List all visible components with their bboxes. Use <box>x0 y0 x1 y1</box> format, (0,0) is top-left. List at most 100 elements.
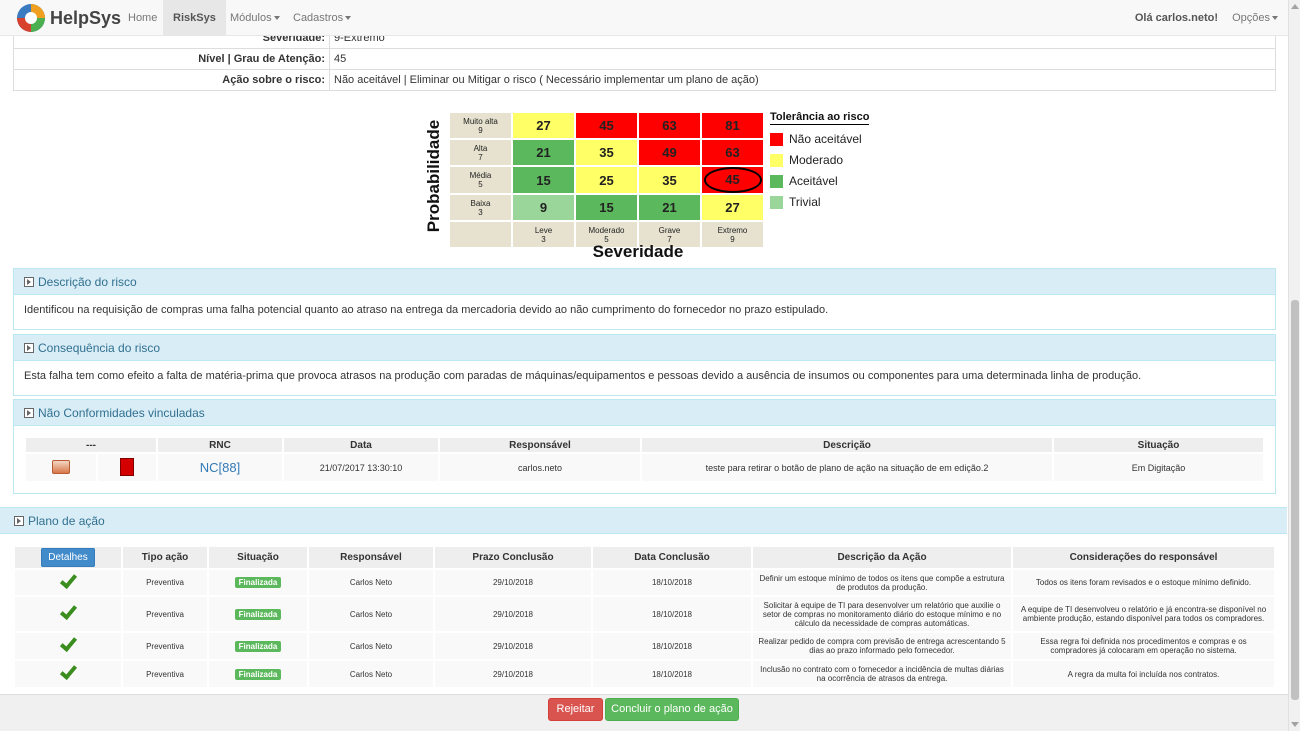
status-badge: Finalizada <box>234 608 282 620</box>
legend-item: Não aceitável <box>770 132 869 146</box>
legend-label: Trivial <box>789 195 821 209</box>
plano-descricao: Inclusão no contrato com o fornecedor a … <box>753 661 1011 687</box>
risk-info-table: Severidade: 9-Extremo Nível | Grau de Ate… <box>13 27 1276 91</box>
matrix-cell: 9 <box>513 195 574 220</box>
info-label: Nível | Grau de Atenção: <box>13 48 330 70</box>
nc-open-cell <box>26 454 96 481</box>
nav-cadastros-label: Cadastros <box>293 12 344 24</box>
nc-col-header: Data <box>284 438 438 452</box>
panel-descricao: Descrição do risco Identificou na requis… <box>13 268 1276 330</box>
detalhes-button[interactable]: Detalhes <box>41 548 95 567</box>
col-label-text: Moderado <box>588 225 625 235</box>
nav-risksys[interactable]: RiskSys <box>163 0 226 36</box>
plano-consideracoes: A equipe de TI desenvolveu o relatório e… <box>1013 597 1274 631</box>
col-label-num: 3 <box>541 234 546 244</box>
matrix-y-axis-label: Probabilidade <box>420 113 448 239</box>
nav-opcoes[interactable]: Opções <box>1222 0 1288 36</box>
selected-risk-marker: 45 <box>703 167 762 193</box>
plano-consideracoes: A regra da multa foi incluída nos contra… <box>1013 661 1274 687</box>
nc-col-header: Responsável <box>440 438 640 452</box>
matrix-x-axis-label: Severidade <box>592 242 684 261</box>
matrix-col-label: Leve 3 <box>513 222 574 247</box>
legend-label: Moderado <box>789 153 844 167</box>
scroll-up-arrow-icon[interactable] <box>1291 4 1299 9</box>
pdf-icon[interactable] <box>120 457 134 476</box>
matrix-cell: 63 <box>639 113 700 138</box>
panel-nc-header[interactable]: Não Conformidades vinculadas <box>14 400 1275 426</box>
nav-opcoes-label: Opções <box>1232 12 1270 24</box>
reject-button[interactable]: Rejeitar <box>548 698 603 721</box>
matrix-row-label: Baixa 3 <box>450 195 511 220</box>
status-badge: Finalizada <box>234 577 282 588</box>
plano-col-header: Tipo ação <box>123 547 207 568</box>
matrix-cell: 49 <box>639 140 700 165</box>
col-label-num: 5 <box>604 234 609 244</box>
plano-col-header: Responsável <box>309 547 433 568</box>
detalhes-header: Detalhes <box>15 547 121 568</box>
matrix-row: Alta 7 21 35 49 63 <box>450 140 763 165</box>
matrix-col-label: Moderado 5 <box>576 222 637 247</box>
nav-cadastros[interactable]: Cadastros <box>283 0 361 36</box>
nc-situacao-cell: Em Digitação <box>1054 454 1263 481</box>
row-label-text: Baixa <box>470 198 491 208</box>
status-check-cell <box>15 661 121 687</box>
plano-situacao-cell: Finalizada <box>209 633 307 659</box>
scroll-down-arrow-icon[interactable] <box>1291 722 1299 727</box>
matrix-cell: 15 <box>576 195 637 220</box>
nav-home[interactable]: Home <box>128 12 158 24</box>
col-label-text: Grave <box>658 225 681 235</box>
nc-col-header: RNC <box>158 438 282 452</box>
plano-data: 18/10/2018 <box>593 661 751 687</box>
panel-descricao-body: Identificou na requisição de compras uma… <box>24 304 829 316</box>
nc-link[interactable]: NC[88] <box>199 460 241 475</box>
top-navbar: HelpSys Home RiskSys Módulos Cadastros O… <box>0 0 1288 36</box>
plano-data: 18/10/2018 <box>593 597 751 631</box>
nc-rnc-cell: NC[88] <box>158 454 282 481</box>
row-label-num: 3 <box>478 207 483 217</box>
plano-col-header: Situação <box>209 547 307 568</box>
info-row: Ação sobre o risco: Não aceitável | Elimi… <box>13 69 1276 91</box>
panel-nc: Não Conformidades vinculadas --- RNC Dat… <box>13 399 1276 494</box>
panel-title: Descrição do risco <box>38 274 137 289</box>
plano-tipo: Preventiva <box>123 633 207 659</box>
panel-plano-header[interactable]: Plano de ação <box>0 507 1287 534</box>
panel-consequencia-header[interactable]: Consequência do risco <box>14 335 1275 361</box>
nc-date-cell: 21/07/2017 13:30:10 <box>284 454 438 481</box>
plano-header-row: Detalhes Tipo ação Situação Responsável … <box>15 547 1274 568</box>
col-label-num: 9 <box>730 234 735 244</box>
chevron-down-icon <box>345 16 352 21</box>
check-icon <box>59 570 77 589</box>
nav-modulos[interactable]: Módulos <box>220 0 290 36</box>
panel-descricao-header[interactable]: Descrição do risco <box>14 269 1275 295</box>
table-row: Preventiva Finalizada Carlos Neto 29/10/… <box>15 633 1274 659</box>
panel-title: Consequência do risco <box>38 340 161 355</box>
nc-table: --- RNC Data Responsável Descrição Situa… <box>24 436 1265 483</box>
table-row: Preventiva Finalizada Carlos Neto 29/10/… <box>15 570 1274 595</box>
brand[interactable]: HelpSys <box>16 3 121 33</box>
nc-col-header: Situação <box>1054 438 1263 452</box>
nav-modulos-label: Módulos <box>230 12 272 24</box>
expand-toggle-icon <box>14 515 24 526</box>
info-row: Nível | Grau de Atenção: 45 <box>13 48 1276 70</box>
matrix-col-labels: Leve 3 Moderado 5 Grave 7 Extremo 9 <box>450 222 763 247</box>
matrix-col-label: Grave 7 <box>639 222 700 247</box>
plano-col-header: Data Conclusão <box>593 547 751 568</box>
col-label-text: Leve <box>534 225 553 235</box>
user-greeting: Olá carlos.neto! <box>1134 12 1218 24</box>
risk-matrix: Muito alta 9 27 45 63 81 Alta 7 21 35 49 6… <box>448 111 765 249</box>
plano-col-header: Considerações do responsável <box>1013 547 1274 568</box>
scroll-thumb[interactable] <box>1291 300 1299 700</box>
status-badge: Finalizada <box>234 668 282 680</box>
plano-tipo: Preventiva <box>123 570 207 595</box>
page-scrollbar[interactable] <box>1288 0 1300 731</box>
conclude-plan-button[interactable]: Concluir o plano de ação <box>605 698 739 721</box>
plano-tipo: Preventiva <box>123 597 207 631</box>
chevron-down-icon <box>273 16 280 21</box>
plano-situacao-cell: Finalizada <box>209 570 307 595</box>
col-label-text: Extremo <box>717 225 748 235</box>
brand-name: HelpSys <box>50 7 122 28</box>
matrix-corner <box>450 222 511 247</box>
expand-toggle-icon <box>24 276 34 287</box>
row-label-text: Muito alta <box>463 116 498 126</box>
open-nc-icon[interactable] <box>52 459 70 474</box>
